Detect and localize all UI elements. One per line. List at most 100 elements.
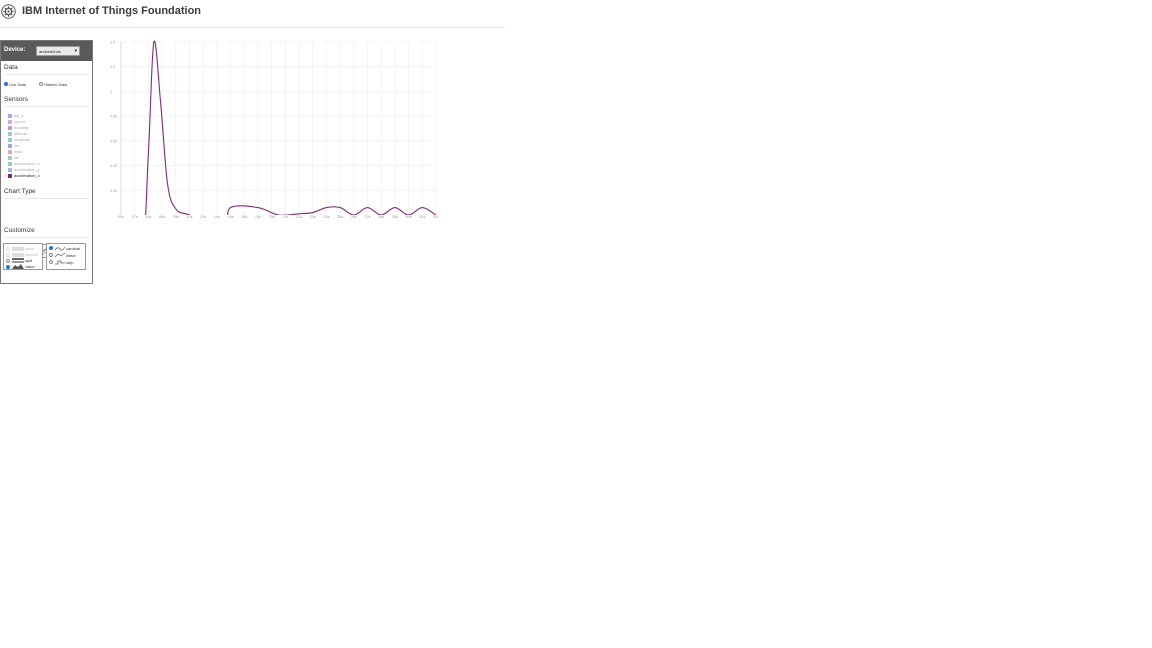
sensor-item[interactable]: longitude: [4, 137, 30, 142]
sensor-item[interactable]: lat: [4, 155, 18, 160]
sensor-color-swatch: [8, 173, 12, 178]
sensor-item[interactable]: ✓ acceleration_x: [4, 173, 40, 178]
sensor-color-swatch: [8, 125, 12, 130]
sensor-item[interactable]: altitude: [4, 131, 27, 136]
checkmark-icon: ✓: [4, 173, 8, 178]
sensor-label: acceleration_z: [14, 161, 40, 166]
sensor-item[interactable]: speed: [4, 119, 25, 124]
sensor-color-swatch: [8, 131, 12, 136]
sensor-color-swatch: [8, 113, 12, 118]
sensor-label: speed: [14, 119, 25, 124]
app-header: IBM Internet of Things Foundation: [0, 0, 505, 28]
x-tick-label: 21s: [282, 215, 288, 219]
linear-line-icon: [55, 253, 65, 258]
sensor-color-swatch: [8, 119, 12, 124]
divider: [4, 198, 89, 199]
x-tick-label: 18s: [241, 215, 247, 219]
x-tick-label: 28s: [378, 215, 384, 219]
x-tick-label: 32s: [433, 215, 438, 219]
ibm-iot-gear-icon: [1, 4, 16, 19]
sensor-label: lat: [14, 155, 19, 160]
sensor-label: heading: [14, 125, 29, 130]
value-radio[interactable]: [6, 265, 10, 269]
historic-data-label: Historic Data: [44, 82, 67, 87]
divider: [4, 74, 89, 75]
x-tick-label: 29s: [392, 215, 398, 219]
live-data-radio[interactable]: [4, 82, 8, 86]
sensor-label: acceleration_x: [14, 173, 40, 178]
app-title: IBM Internet of Things Foundation: [22, 5, 202, 17]
sensor-color-swatch: [8, 137, 12, 142]
sensor-item[interactable]: iby_lt: [4, 113, 23, 118]
x-tick-label: 30s: [406, 215, 412, 219]
sensor-line-chart: 0.20 0.40 0.60 0.80 1 1.2 1.4 59s 07s 48s 08s 09s 10…: [110, 40, 438, 220]
split-icon: [12, 258, 24, 263]
y-tick-label: 1: [110, 90, 112, 94]
live-data-label: Live Data: [9, 82, 26, 87]
sensor-item[interactable]: acceleration_z: [4, 161, 40, 166]
chevron-down-icon: ▾: [74, 48, 77, 54]
split-label: split: [25, 258, 33, 263]
x-tick-label: 24s: [323, 215, 329, 219]
sensor-item[interactable]: acceleration_y: [4, 167, 40, 172]
sensor-color-swatch: [8, 167, 12, 172]
y-tick-label: 1.2: [110, 65, 115, 69]
x-tick-label: 09s: [173, 215, 179, 219]
divider: [4, 237, 89, 238]
y-tick-label: 0.80: [110, 115, 117, 119]
device-select[interactable]: androidchris ▾: [36, 46, 80, 56]
x-tick-label: 26s: [351, 215, 357, 219]
sensor-label: iby_lt: [14, 113, 24, 118]
sensor-label: altitude: [14, 131, 27, 136]
sensor-label: longitude: [14, 137, 31, 142]
x-tick-label: 12s: [200, 215, 206, 219]
cardinal-curve-icon: [55, 246, 65, 251]
x-tick-label: 27s: [364, 215, 370, 219]
stack-radio[interactable]: [6, 247, 10, 251]
stack-options-box: stack percent split value: [3, 243, 43, 270]
linear-radio[interactable]: [49, 253, 53, 257]
x-tick-label: 19s: [255, 215, 261, 219]
device-select-value: androidchris: [39, 49, 61, 54]
x-tick-label: 48s: [145, 215, 151, 219]
sensors-section-title: Sensors: [4, 96, 28, 103]
percent-icon: [12, 253, 24, 257]
linear-label: linear: [66, 253, 76, 258]
chart-type-section-title: Chart Type: [4, 188, 36, 195]
data-section-title: Data: [4, 64, 18, 71]
x-tick-label: 07s: [132, 215, 138, 219]
device-label: Device:: [4, 47, 26, 53]
percent-radio[interactable]: [6, 253, 10, 257]
value-label: value: [25, 264, 35, 269]
x-tick-label: 22s: [296, 215, 302, 219]
historic-data-radio[interactable]: [39, 82, 43, 86]
control-panel: Device: androidchris ▾ Data Live Data Hi…: [0, 40, 93, 284]
series-line: [145, 40, 436, 215]
x-tick-label: 31s: [419, 215, 425, 219]
x-tick-label: 25s: [337, 215, 343, 219]
sensor-label: nlsrs: [14, 149, 23, 154]
step-line-icon: [55, 260, 65, 265]
sensor-label: acceleration_y: [14, 167, 40, 172]
x-tick-label: 10s: [186, 215, 192, 219]
sensor-item[interactable]: lon: [4, 143, 19, 148]
x-tick-label: 15s: [228, 215, 234, 219]
sensor-item[interactable]: heading: [4, 125, 28, 130]
sensor-label: lon: [14, 143, 20, 148]
step-radio[interactable]: [49, 260, 53, 264]
sensor-item[interactable]: nlsrs: [4, 149, 22, 154]
sensor-color-swatch: [8, 149, 12, 154]
x-tick-label: 08s: [159, 215, 165, 219]
y-tick-label: 0.20: [110, 189, 117, 193]
y-tick-label: 0.40: [110, 164, 117, 168]
cardinal-label: cardinal: [66, 246, 81, 251]
split-radio[interactable]: [6, 259, 10, 263]
cardinal-radio[interactable]: [49, 246, 53, 250]
sensor-color-swatch: [8, 155, 12, 160]
value-icon: [12, 264, 24, 269]
x-tick-label: 20s: [269, 215, 275, 219]
interpolation-options-box: cardinal linear step: [46, 243, 86, 270]
x-tick-label: 14s: [214, 215, 220, 219]
step-label: step: [66, 260, 74, 265]
sensor-color-swatch: [8, 161, 12, 166]
